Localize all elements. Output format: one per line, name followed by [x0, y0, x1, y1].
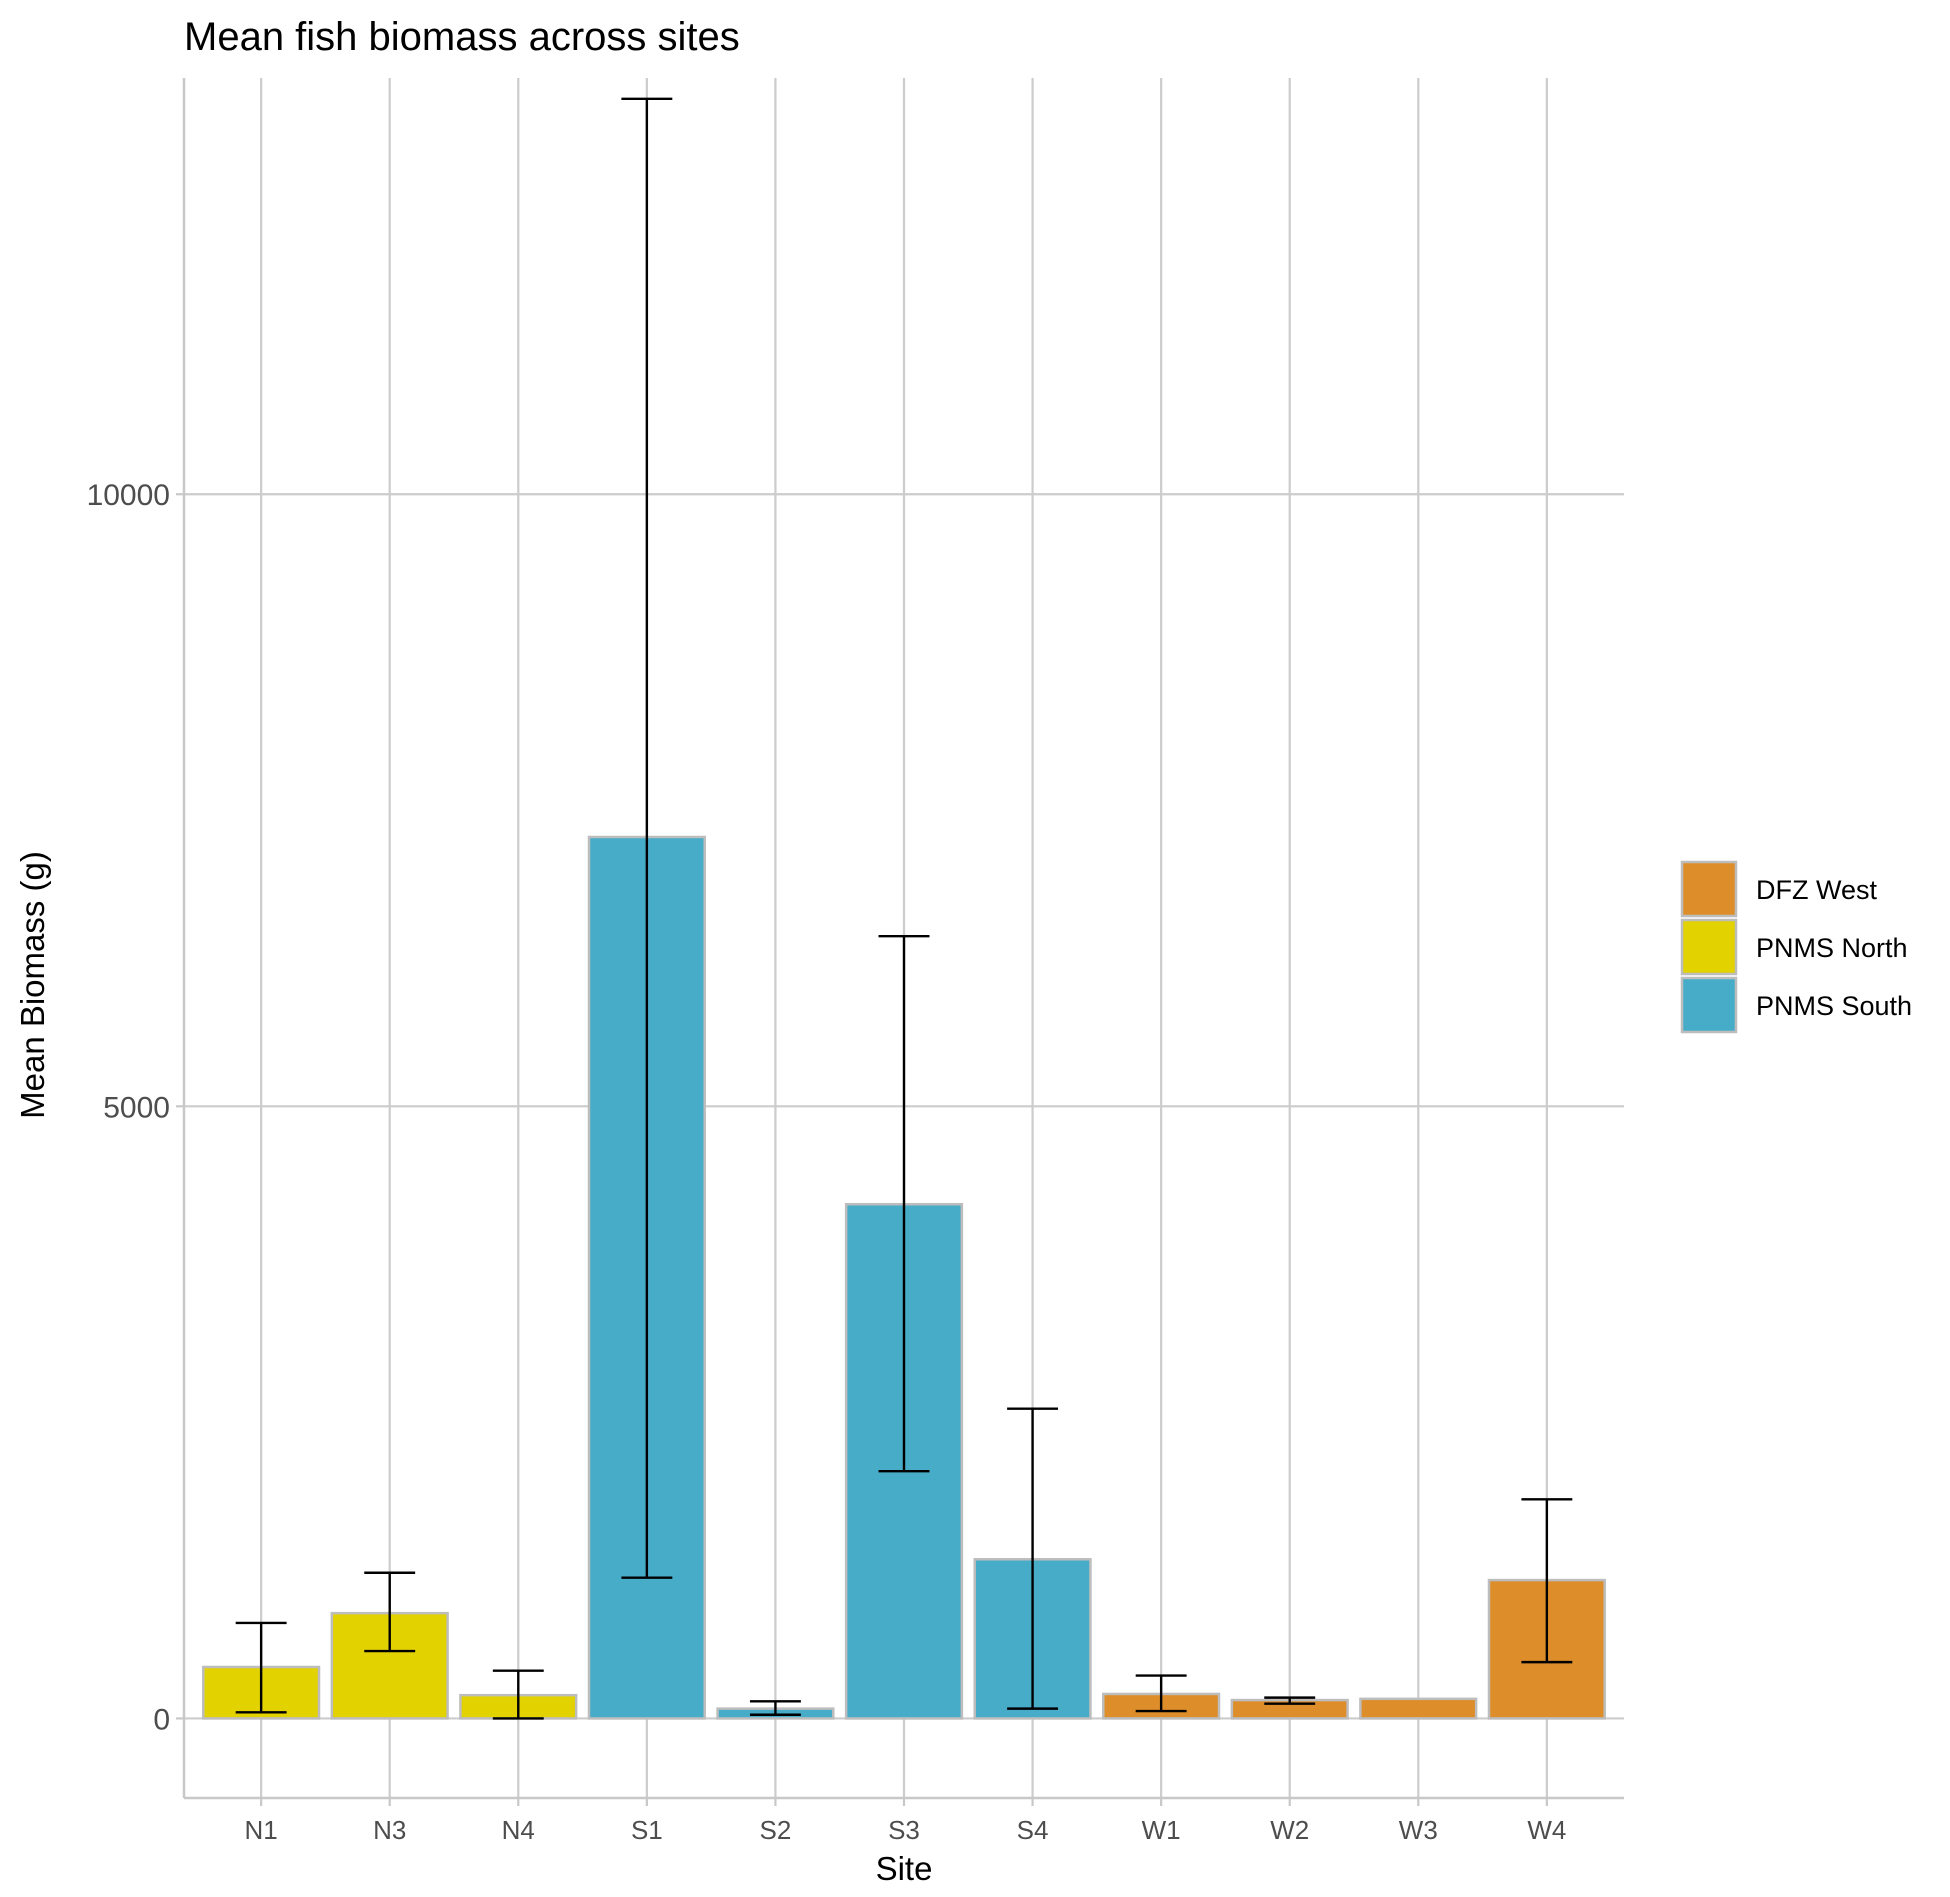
bar-W3	[1359, 1697, 1478, 1720]
chart-title: Mean fish biomass across sites	[184, 15, 740, 59]
error-bar-W1	[1135, 1674, 1187, 1713]
error-bar-N4	[492, 1669, 544, 1720]
error-bar-N3	[364, 1571, 416, 1653]
x-tick-label: W1	[1142, 1815, 1181, 1845]
x-tick-label: S2	[760, 1815, 792, 1845]
legend: DFZ West PNMS North PNMS South	[1680, 860, 1912, 1034]
legend-item: PNMS North	[1680, 918, 1908, 976]
error-bar-S3	[878, 934, 930, 1473]
x-tick-label: S1	[631, 1815, 663, 1845]
x-tick-label: S4	[1017, 1815, 1049, 1845]
legend-key	[1680, 860, 1738, 918]
legend-label: PNMS North	[1756, 933, 1908, 963]
x-axis-title: Site	[876, 1850, 933, 1887]
legend-label: DFZ West	[1756, 875, 1877, 905]
error-bar-W2	[1264, 1696, 1316, 1705]
x-tick-label: N3	[373, 1815, 406, 1845]
error-bar-N1	[235, 1621, 287, 1714]
x-axis-ticks: N1 N3 N4 S1 S2 S3 S4 W1 W2 W3 W4	[245, 1798, 1566, 1845]
y-axis-ticks: 0 5000 10000	[87, 479, 184, 1736]
y-tick-label: 0	[153, 1703, 170, 1736]
error-bar-S1	[621, 97, 673, 1579]
x-tick-label: W2	[1270, 1815, 1309, 1845]
error-bar-S4	[1007, 1407, 1059, 1710]
x-tick-label: W3	[1399, 1815, 1438, 1845]
legend-item: PNMS South	[1680, 976, 1912, 1034]
y-tick-label: 5000	[103, 1091, 170, 1124]
x-tick-label: W4	[1527, 1815, 1566, 1845]
x-tick-label: S3	[888, 1815, 920, 1845]
y-axis-title: Mean Biomass (g)	[14, 851, 51, 1119]
error-bars	[235, 97, 1573, 1720]
error-bar-S2	[749, 1700, 801, 1716]
legend-key	[1680, 918, 1738, 976]
legend-label: PNMS South	[1756, 991, 1912, 1021]
legend-item: DFZ West	[1680, 860, 1877, 918]
legend-key	[1680, 976, 1738, 1034]
error-bar-W4	[1521, 1498, 1573, 1664]
x-tick-label: N4	[502, 1815, 535, 1845]
x-tick-label: N1	[245, 1815, 278, 1845]
y-tick-label: 10000	[87, 479, 170, 512]
